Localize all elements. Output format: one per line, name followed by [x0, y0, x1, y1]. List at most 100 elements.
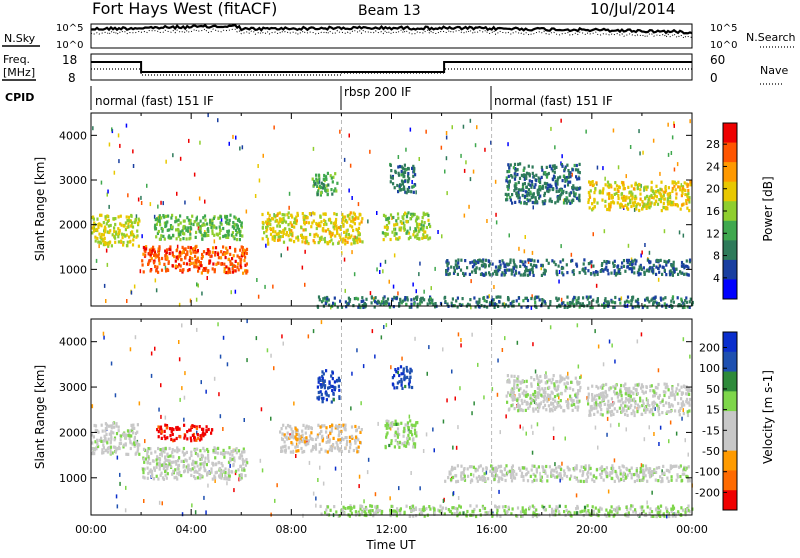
- power-echo-7: [663, 260, 665, 263]
- velocity-echo-7: [484, 479, 486, 482]
- power-echo-10: [549, 300, 551, 303]
- power-echo-8: [528, 165, 530, 168]
- power-echo-5: [427, 219, 429, 222]
- power-echo-3: [283, 241, 285, 244]
- velocity-echo-8: [546, 400, 548, 403]
- power-data-layer: [91, 113, 694, 310]
- power-echo-3: [276, 224, 278, 227]
- power-echo-6: [400, 184, 402, 187]
- power-echo-2: [189, 222, 191, 225]
- power-echo-10: [487, 296, 489, 299]
- power-echo-10: [672, 295, 674, 298]
- power-echo-1: [241, 245, 243, 248]
- power-echo-0: [138, 245, 140, 248]
- velocity-speckle: [372, 329, 374, 333]
- power-ytick-label-1: 3000: [59, 174, 87, 187]
- velocity-echo-5: [403, 444, 405, 447]
- power-echo-0: [93, 218, 95, 221]
- velocity-echo-7: [574, 466, 576, 469]
- velocity-echo-0: [105, 433, 107, 436]
- power-echo-5: [404, 212, 406, 215]
- velocity-speckle: [222, 427, 224, 431]
- power-echo-5: [424, 221, 426, 224]
- velocity-speckle: [139, 401, 141, 405]
- power-echo-6: [407, 172, 409, 175]
- velocity-echo-1: [160, 474, 162, 477]
- power-echo-1: [175, 265, 177, 268]
- velocity-echo-6: [406, 376, 408, 379]
- velocity-echo-1: [233, 459, 235, 462]
- power-echo-0: [98, 222, 100, 225]
- power-echo-3: [337, 242, 339, 245]
- power-speckle: [177, 245, 179, 249]
- power-echo-0: [132, 243, 134, 246]
- power-echo-10: [566, 296, 568, 299]
- velocity-speckle: [226, 481, 228, 485]
- power-echo-3: [343, 231, 345, 234]
- power-echo-9: [641, 207, 643, 210]
- power-echo-7: [652, 270, 654, 273]
- velocity-echo-8: [554, 395, 556, 398]
- power-echo-8: [517, 194, 519, 197]
- power-echo-1: [239, 249, 241, 252]
- power-echo-3: [280, 235, 282, 238]
- velocity-echo-1: [142, 468, 144, 471]
- velocity-echo-7: [626, 468, 628, 471]
- velocity-echo-0: [108, 446, 110, 449]
- velocity-echo-1: [196, 471, 198, 474]
- power-echo-3: [315, 233, 317, 236]
- velocity-echo-7: [477, 480, 479, 483]
- velocity-speckle: [319, 466, 321, 470]
- power-echo-10: [404, 296, 406, 299]
- power-echo-2: [226, 215, 228, 218]
- velocity-echo-3: [323, 424, 325, 427]
- velocity-echo-5: [386, 420, 388, 423]
- power-speckle: [138, 198, 140, 202]
- power-echo-9: [686, 207, 688, 210]
- power-echo-7: [631, 268, 633, 271]
- power-echo-5: [403, 224, 405, 227]
- power-echo-0: [92, 226, 94, 229]
- power-speckle: [389, 280, 391, 284]
- power-echo-4: [317, 181, 319, 184]
- velocity-echo-1: [181, 460, 183, 463]
- power-echo-8: [538, 192, 540, 195]
- power-echo-10: [382, 297, 384, 300]
- power-echo-2: [200, 220, 202, 223]
- power-speckle: [602, 166, 604, 170]
- power-echo-8: [578, 187, 580, 190]
- power-echo-3: [331, 233, 333, 236]
- velocity-echo-4: [339, 379, 341, 382]
- velocity-echo-2: [166, 436, 168, 439]
- power-echo-5: [420, 227, 422, 230]
- velocity-speckle: [471, 333, 473, 337]
- power-echo-2: [185, 226, 187, 229]
- velocity-echo-8: [526, 385, 528, 388]
- velocity-speckle: [111, 362, 113, 366]
- power-echo-1: [180, 258, 182, 261]
- power-speckle: [409, 227, 411, 231]
- power-speckle: [263, 154, 265, 158]
- power-echo-3: [293, 226, 295, 229]
- power-echo-3: [302, 212, 304, 215]
- power-echo-5: [423, 230, 425, 233]
- velocity-echo-3: [325, 426, 327, 429]
- power-echo-7: [519, 265, 521, 268]
- power-echo-7: [632, 260, 634, 263]
- velocity-echo-8: [535, 402, 537, 405]
- power-echo-7: [450, 266, 452, 269]
- power-echo-3: [310, 225, 312, 228]
- power-echo-10: [573, 296, 575, 299]
- power-echo-10: [628, 300, 630, 303]
- power-speckle: [415, 190, 417, 194]
- power-echo-8: [569, 202, 571, 205]
- velocity-echo-1: [150, 452, 152, 455]
- power-echo-3: [267, 243, 269, 246]
- power-speckle: [96, 259, 98, 263]
- velocity-echo-2: [178, 427, 180, 430]
- power-echo-3: [278, 221, 280, 224]
- power-echo-7: [479, 259, 481, 262]
- power-echo-2: [183, 220, 185, 223]
- velocity-echo-3: [310, 431, 312, 434]
- power-echo-7: [618, 270, 620, 273]
